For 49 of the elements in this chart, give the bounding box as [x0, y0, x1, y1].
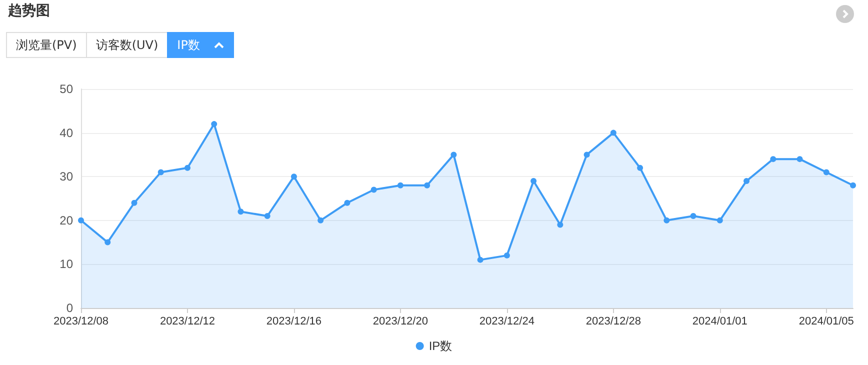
point: [584, 152, 590, 158]
point: [131, 200, 138, 206]
x-tick-label: 2024/01/05: [798, 316, 854, 328]
text: 浏览量(PV): [16, 37, 77, 54]
x-tick-label: 2023/12/08: [53, 316, 109, 328]
point: [158, 169, 164, 176]
point: [184, 164, 190, 171]
x-tick-label: 2023/12/16: [266, 316, 322, 328]
y-tick-label: 30: [60, 170, 74, 184]
legend-label: IP数: [428, 339, 452, 353]
point: [850, 182, 856, 188]
point: [610, 130, 616, 136]
point: [716, 217, 723, 224]
point: [477, 256, 484, 263]
point: [770, 156, 776, 162]
point: [744, 178, 750, 184]
point: [264, 213, 270, 220]
point: [344, 200, 350, 206]
point: [664, 217, 670, 224]
text: IP数: [177, 37, 200, 54]
chart-title: 趋势图: [8, 2, 50, 20]
point: [104, 239, 111, 246]
point: [796, 156, 803, 162]
point: [557, 222, 564, 228]
point: [211, 121, 218, 128]
y-tick-label: 0: [66, 301, 74, 315]
point: [290, 174, 297, 180]
point: [370, 186, 377, 193]
point: [450, 152, 457, 158]
x-tick-label: 2024/01/01: [692, 316, 748, 328]
point: [397, 182, 404, 188]
point: [530, 178, 537, 184]
y-tick-label: 40: [60, 126, 74, 140]
point: [690, 213, 696, 220]
point: [637, 164, 644, 171]
y-tick-label: 10: [60, 257, 74, 272]
point: [238, 208, 244, 215]
point: [78, 217, 84, 224]
y-tick-label: 50: [60, 82, 74, 96]
point: [424, 182, 430, 188]
y-tick-label: 20: [60, 213, 74, 228]
point: [823, 169, 830, 176]
x-tick-label: 2023/12/20: [372, 316, 428, 328]
point: [504, 252, 510, 258]
point: [318, 217, 324, 224]
text: 访客数(UV): [96, 37, 158, 54]
x-tick-label: 2023/12/12: [160, 316, 216, 328]
x-tick-label: 2023/12/28: [586, 316, 641, 328]
x-tick-label: 2023/12/24: [479, 316, 534, 328]
